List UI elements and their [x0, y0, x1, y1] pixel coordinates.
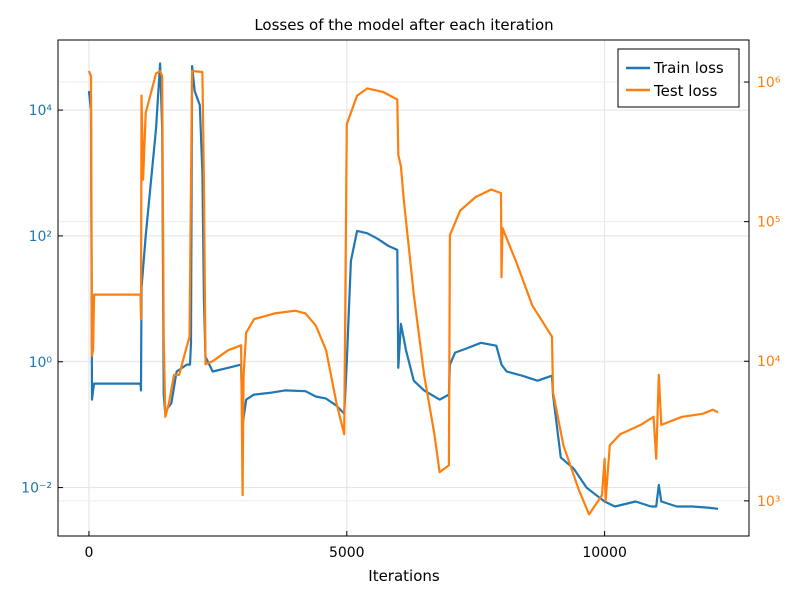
y-right-tick-label: 10⁶	[757, 75, 781, 91]
plot-frame	[57, 39, 750, 537]
y-left-tick-label: 10⁻²	[21, 481, 52, 497]
y-axis-left: 10⁻² 10⁰ 10² 10⁴	[21, 103, 63, 497]
y-right-tick-label: 10³	[757, 494, 780, 510]
y-axis-right: 10³ 10⁴ 10⁵ 10⁶	[744, 75, 781, 510]
x-tick-label: 5000	[329, 545, 365, 561]
series-layer	[87, 62, 719, 516]
chart-title: Losses of the model after each iteration	[254, 16, 553, 34]
legend-label-train-loss: Train loss	[653, 59, 724, 77]
x-axis: 0 5000 10000	[84, 531, 627, 561]
legend-box	[617, 48, 740, 108]
y-right-tick-label: 10⁴	[757, 354, 781, 370]
x-tick-label: 10000	[582, 545, 627, 561]
legend-label-test-loss: Test loss	[653, 82, 717, 100]
y-left-tick-label: 10⁰	[29, 355, 53, 371]
y-right-tick-label: 10⁵	[757, 215, 780, 231]
y-left-tick-label: 10⁴	[29, 103, 53, 119]
y-left-tick-label: 10²	[29, 229, 52, 245]
legend: Train loss Test loss	[617, 48, 740, 108]
series-line-test-loss	[87, 69, 719, 516]
x-tick-label: 0	[84, 545, 93, 561]
x-axis-label: Iterations	[368, 567, 440, 585]
